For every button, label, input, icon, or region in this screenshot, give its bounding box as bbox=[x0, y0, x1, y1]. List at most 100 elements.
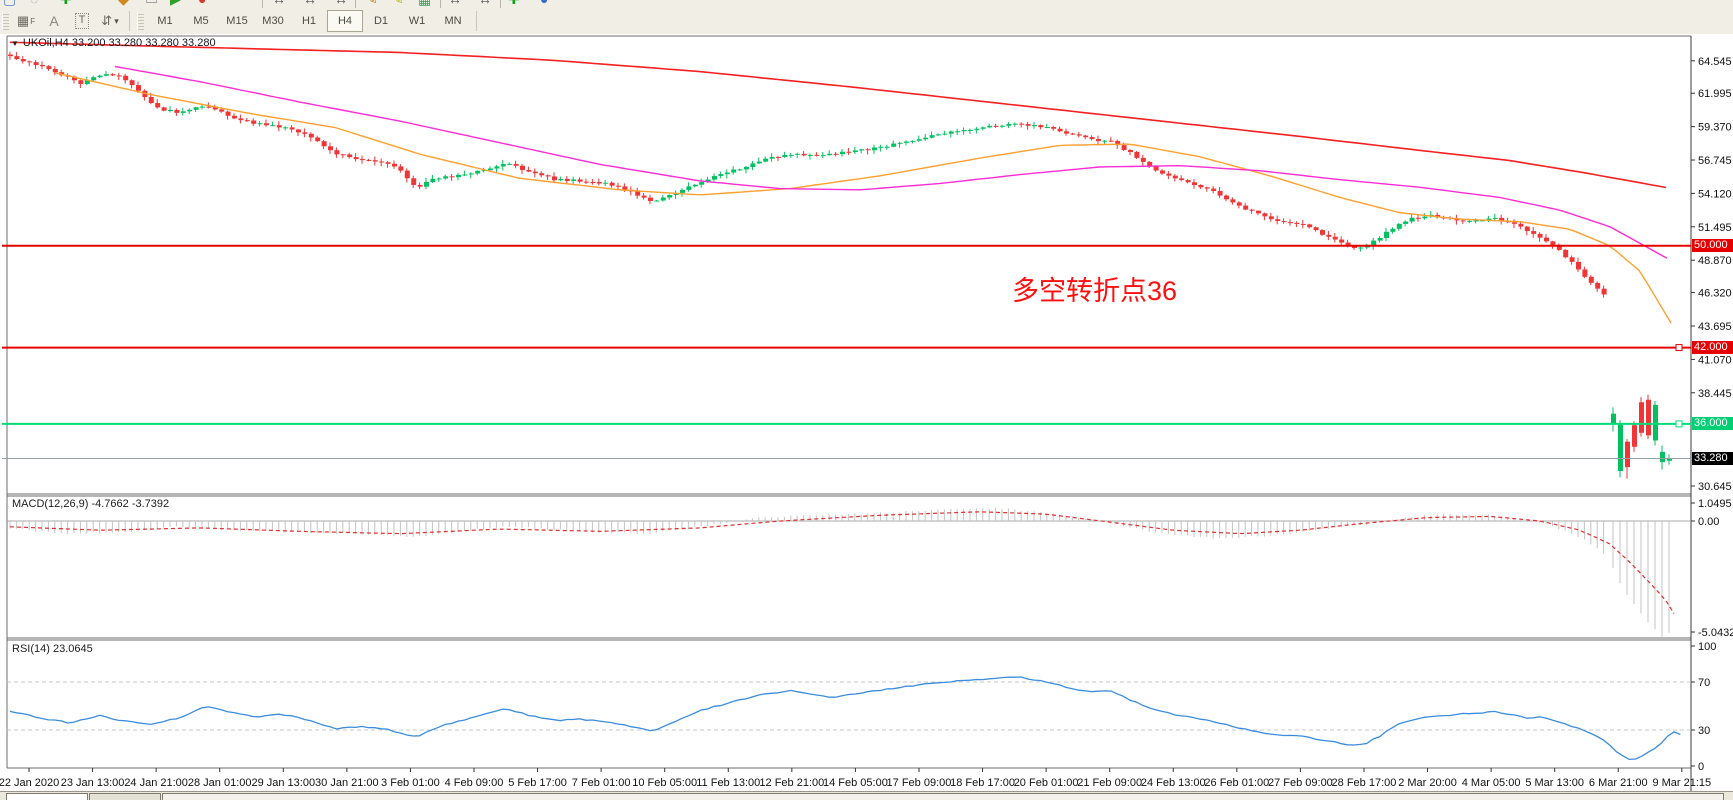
price-axis-label: 56.745 bbox=[1698, 155, 1732, 167]
ma-red-line bbox=[9, 41, 1667, 189]
toolbar-pencil-icon-1[interactable]: ✎ bbox=[366, 0, 378, 7]
chart-tab-strip bbox=[0, 791, 1733, 800]
hline-marker[interactable] bbox=[1675, 420, 1683, 428]
price-axis-label: 64.545 bbox=[1698, 56, 1732, 68]
arrows-glyph: ⇵ bbox=[101, 13, 113, 28]
toolbar-add2-icon[interactable]: ✚ bbox=[508, 0, 520, 7]
time-axis-label: 14 Feb 05:00 bbox=[823, 777, 888, 789]
toolbar-harrow-icon-1[interactable]: ↔ bbox=[272, 0, 286, 7]
ma-magenta-line bbox=[114, 65, 1668, 259]
time-axis-label: 3 Feb 01:00 bbox=[381, 777, 440, 789]
time-axis-label: 11 Feb 13:00 bbox=[696, 777, 760, 789]
toolbar-chart-window-icon[interactable]: ▢ bbox=[3, 0, 16, 7]
timeframe-button-w1[interactable]: W1 bbox=[408, 15, 426, 27]
chart-tab-3[interactable] bbox=[162, 793, 1724, 800]
toolbar-diamond-icon[interactable]: ◆ bbox=[118, 0, 129, 7]
time-axis-label: 24 Feb 13:00 bbox=[1141, 777, 1206, 789]
time-axis-label: 23 Jan 13:00 bbox=[61, 777, 125, 789]
toolbar-separator bbox=[129, 11, 130, 31]
text-box-tool-icon[interactable]: T bbox=[68, 11, 96, 31]
ma-orange-line bbox=[54, 72, 1672, 324]
toolbar-grip[interactable] bbox=[2, 12, 9, 30]
timeframe-button-h1[interactable]: H1 bbox=[301, 15, 317, 27]
rsi-axis-label: 70 bbox=[1698, 677, 1710, 689]
price-axis-label: 41.070 bbox=[1698, 354, 1732, 366]
time-axis-label: 6 Mar 21:00 bbox=[1589, 777, 1648, 789]
arrow-style-tool-icon[interactable]: ⇵ ▾ bbox=[96, 11, 124, 31]
toolbar-stop-icon[interactable]: ● bbox=[198, 0, 206, 7]
timeframe-button-m5[interactable]: M5 bbox=[193, 15, 209, 27]
timeframe-button-mn[interactable]: MN bbox=[444, 15, 462, 27]
text-label-glyph: A bbox=[49, 13, 59, 29]
price-axis-label: 59.370 bbox=[1698, 122, 1732, 134]
time-axis-label: 18 Feb 17:00 bbox=[950, 777, 1015, 789]
macd-signal-line bbox=[9, 511, 1675, 614]
price-tag-bid: 33.280 bbox=[1692, 452, 1733, 465]
toolbar-harrow-icon-2[interactable]: ↔ bbox=[303, 0, 317, 7]
toolbar-add-icon[interactable]: ✚ bbox=[60, 0, 72, 7]
macd-histogram bbox=[9, 507, 1670, 637]
time-axis-label: 30 Jan 21:00 bbox=[315, 777, 379, 789]
time-axis-label: 10 Feb 05:00 bbox=[632, 777, 697, 789]
time-axis-label: 12 Feb 21:00 bbox=[759, 777, 824, 789]
toolbar-harrow-icon-3[interactable]: ↔ bbox=[334, 0, 348, 7]
toolbar-separator bbox=[500, 0, 501, 8]
toolbar-play-icon[interactable]: ▶ bbox=[170, 0, 181, 7]
price-axis-label: 43.695 bbox=[1698, 321, 1732, 333]
time-axis-label: 4 Mar 05:00 bbox=[1462, 777, 1521, 789]
chart-canvas[interactable]: 64.545 61.995 59.370 56.745 54.120 51.495 48.8… bbox=[0, 34, 1733, 800]
toolbar-harrow-icon-4[interactable]: ↔ bbox=[448, 0, 462, 7]
toolbar-globe-icon[interactable]: ● bbox=[540, 0, 548, 7]
price-axis-label: 61.995 bbox=[1698, 88, 1732, 100]
crosshair-grid-tool-icon[interactable]: ▦ F bbox=[12, 11, 40, 31]
symbol-ohlc-text: UKOil,H4 33.200 33.280 33.280 33.280 bbox=[22, 37, 216, 49]
text-label-tool-icon[interactable]: A bbox=[40, 11, 68, 31]
toolbar-palette-icon[interactable]: ▦ bbox=[418, 0, 431, 7]
text-box-glyph: T bbox=[74, 13, 90, 29]
timeframe-button-m30[interactable]: M30 bbox=[262, 15, 284, 27]
chevron-down-icon[interactable]: ▾ bbox=[114, 15, 119, 26]
chart-title: ▼ UKOil,H4 33.200 33.280 33.280 33.280 bbox=[11, 37, 216, 49]
timeframe-button-d1[interactable]: D1 bbox=[373, 15, 389, 27]
price-axis-label: 54.120 bbox=[1698, 188, 1732, 200]
timeframe-button-m1[interactable]: M1 bbox=[157, 15, 173, 27]
toolbar-separator bbox=[440, 0, 441, 8]
toolbar-grip-2[interactable] bbox=[137, 12, 144, 30]
time-axis-label: 5 Feb 17:00 bbox=[508, 777, 567, 789]
chart-tab-2[interactable] bbox=[89, 793, 161, 800]
toolbar-pencil-icon-2[interactable]: ✎ bbox=[392, 0, 404, 7]
grid-glyph: ▦ bbox=[16, 13, 30, 28]
price-tag-50: 50.000 bbox=[1692, 239, 1733, 252]
rsi-indicator-label: RSI(14) 23.0645 bbox=[12, 643, 93, 655]
macd-axis-label: 1.0495 bbox=[1698, 498, 1732, 510]
toolbar-harrow-icon-5[interactable]: ↔ bbox=[478, 0, 492, 7]
hline-marker[interactable] bbox=[1675, 344, 1683, 352]
toolbar-separator bbox=[262, 0, 263, 8]
toolbar-button-icon[interactable]: ▭ bbox=[145, 0, 158, 7]
toolbar-separator-2 bbox=[476, 11, 477, 31]
toolbar-zoom-icon[interactable]: ◌ bbox=[30, 0, 38, 7]
timeframe-button-h4[interactable]: H4 bbox=[327, 10, 363, 32]
time-axis-label: 2 Mar 20:00 bbox=[1398, 777, 1457, 789]
timeframe-button-m15[interactable]: M15 bbox=[226, 15, 248, 27]
time-axis-label: 26 Feb 01:00 bbox=[1204, 777, 1269, 789]
time-axis-label: 9 Mar 21:15 bbox=[1652, 777, 1711, 789]
grid-sub-label: F bbox=[30, 16, 36, 26]
macd-axis-label: -5.0432 bbox=[1698, 627, 1733, 639]
time-axis-label: 28 Jan 01:00 bbox=[188, 777, 252, 789]
chart-area[interactable]: 64.545 61.995 59.370 56.745 54.120 51.495 48.8… bbox=[0, 34, 1733, 800]
time-axis-label: 17 Feb 09:00 bbox=[887, 777, 952, 789]
macd-indicator-label: MACD(12,26,9) -4.7662 -3.7392 bbox=[12, 498, 170, 510]
chevron-down-icon[interactable]: ▼ bbox=[11, 39, 19, 48]
price-axis-label: 46.320 bbox=[1698, 288, 1732, 300]
toolbar-row-timeframes: ▦ F A T ⇵ ▾ M1 M5 M15 M30 H1 H4 D1 W1 MN bbox=[0, 8, 1733, 34]
rsi-axis-label: 100 bbox=[1698, 641, 1716, 653]
time-axis-label: 27 Feb 09:00 bbox=[1268, 777, 1333, 789]
rsi-axis-label: 30 bbox=[1698, 725, 1710, 737]
chart-tab-active[interactable] bbox=[6, 793, 88, 800]
time-axis-label: 28 Feb 17:00 bbox=[1332, 777, 1397, 789]
rsi-axis-label: 0 bbox=[1698, 761, 1704, 773]
time-axis-label: 22 Jan 2020 bbox=[0, 777, 59, 789]
chart-annotation-text[interactable]: 多空转折点36 bbox=[1012, 276, 1178, 306]
